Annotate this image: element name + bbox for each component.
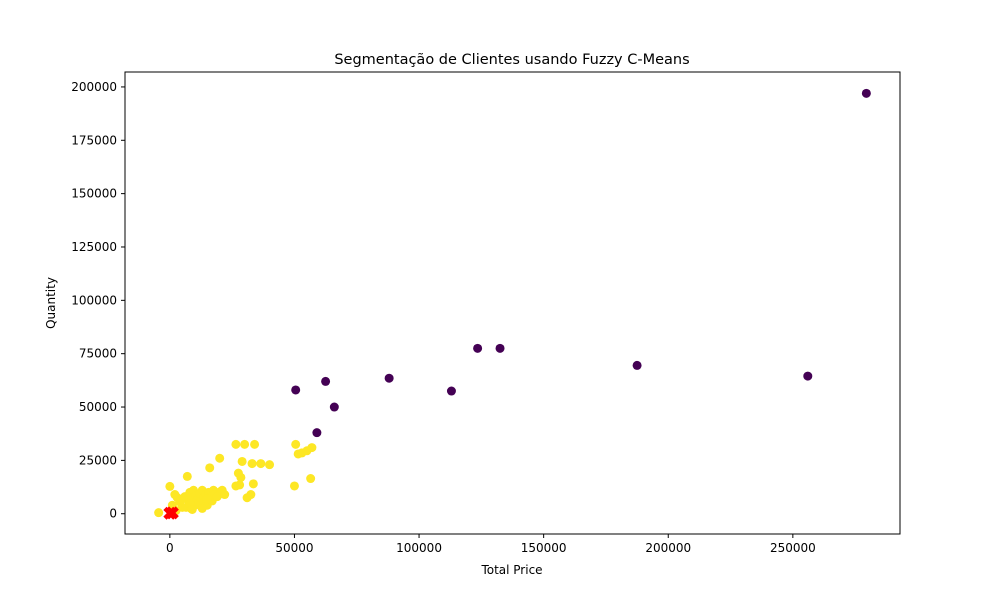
centroid-layer bbox=[163, 506, 179, 520]
x-tick-label: 250000 bbox=[770, 541, 816, 555]
data-point-cluster-0 bbox=[473, 343, 483, 353]
x-axis-ticks: 0 50000 100000 150000 200000 250000 bbox=[166, 534, 816, 555]
data-point-cluster-1 bbox=[182, 471, 192, 481]
y-tick-label: 150000 bbox=[71, 187, 117, 201]
y-axis-ticks: 0 25000 50000 75000 100000 125000 150000 175000… bbox=[71, 80, 125, 521]
x-tick-label: 50000 bbox=[275, 541, 313, 555]
data-point-cluster-1 bbox=[247, 459, 257, 469]
data-point-cluster-1 bbox=[256, 459, 266, 469]
x-axis-label: Total Price bbox=[480, 563, 542, 577]
data-point-cluster-1 bbox=[240, 439, 250, 449]
x-tick-label: 100000 bbox=[396, 541, 442, 555]
data-point-cluster-1 bbox=[205, 463, 215, 473]
data-point-cluster-0 bbox=[495, 343, 505, 353]
data-point-cluster-0 bbox=[312, 428, 322, 438]
data-point-cluster-1 bbox=[220, 490, 230, 500]
y-tick-label: 75000 bbox=[79, 347, 117, 361]
data-point-cluster-1 bbox=[289, 481, 299, 491]
x-tick-label: 200000 bbox=[645, 541, 691, 555]
data-point-cluster-0 bbox=[321, 376, 331, 386]
data-point-cluster-1 bbox=[265, 460, 275, 470]
data-point-cluster-1 bbox=[250, 439, 260, 449]
data-point-cluster-1 bbox=[291, 439, 301, 449]
chart-title: Segmentação de Clientes usando Fuzzy C-M… bbox=[334, 52, 689, 68]
data-point-cluster-1 bbox=[231, 439, 241, 449]
data-point-cluster-1 bbox=[237, 456, 247, 466]
centroid-marker bbox=[165, 506, 179, 520]
data-point-cluster-1 bbox=[154, 508, 164, 518]
data-point-cluster-1 bbox=[248, 479, 258, 489]
y-axis-label: Quantity bbox=[44, 277, 58, 329]
data-point-cluster-1 bbox=[236, 472, 246, 482]
points-layer bbox=[154, 88, 871, 518]
y-tick-label: 0 bbox=[109, 507, 117, 521]
data-point-cluster-1 bbox=[197, 503, 207, 513]
data-point-cluster-1 bbox=[307, 443, 317, 453]
y-tick-label: 50000 bbox=[79, 400, 117, 414]
y-tick-label: 100000 bbox=[71, 293, 117, 307]
data-point-cluster-1 bbox=[176, 495, 186, 505]
x-tick-label: 150000 bbox=[521, 541, 567, 555]
plot-frame bbox=[124, 71, 901, 535]
data-point-cluster-0 bbox=[803, 371, 813, 381]
data-point-cluster-1 bbox=[246, 490, 256, 500]
data-point-cluster-0 bbox=[861, 88, 871, 98]
data-point-cluster-1 bbox=[187, 504, 197, 514]
data-point-cluster-1 bbox=[306, 474, 316, 484]
data-point-cluster-0 bbox=[291, 385, 301, 395]
y-tick-label: 175000 bbox=[71, 133, 117, 147]
x-tick-label: 0 bbox=[166, 541, 174, 555]
data-point-cluster-1 bbox=[215, 453, 225, 463]
data-point-cluster-0 bbox=[384, 373, 394, 383]
data-point-cluster-1 bbox=[235, 480, 245, 490]
data-point-cluster-0 bbox=[632, 360, 642, 370]
data-point-cluster-0 bbox=[329, 402, 339, 412]
data-point-cluster-1 bbox=[202, 494, 212, 504]
data-point-cluster-0 bbox=[446, 386, 456, 396]
y-tick-label: 25000 bbox=[79, 453, 117, 467]
y-tick-label: 125000 bbox=[71, 240, 117, 254]
y-tick-label: 200000 bbox=[71, 80, 117, 94]
data-point-cluster-1 bbox=[165, 481, 175, 491]
